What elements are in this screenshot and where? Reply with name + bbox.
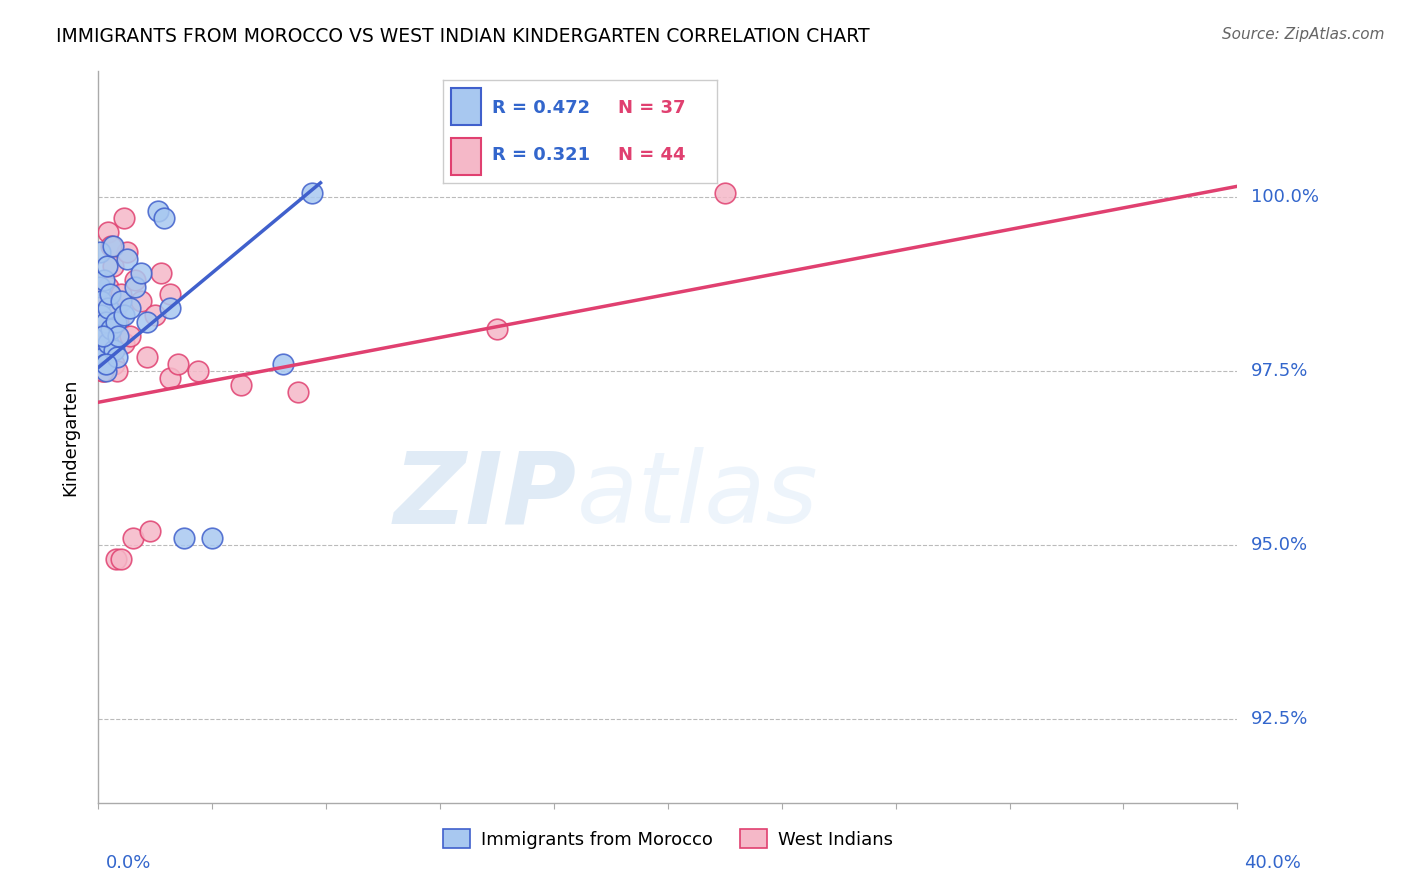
Point xyxy=(112,308,135,322)
Text: atlas: atlas xyxy=(576,447,818,544)
Point xyxy=(201,531,224,545)
Point xyxy=(129,294,152,309)
Bar xyxy=(451,137,481,175)
Point xyxy=(103,343,125,357)
Point xyxy=(93,357,115,371)
Y-axis label: Kindergarten: Kindergarten xyxy=(62,378,80,496)
Point xyxy=(104,315,127,329)
Point xyxy=(104,301,127,316)
Text: 40.0%: 40.0% xyxy=(1244,855,1301,872)
Text: R = 0.472: R = 0.472 xyxy=(492,99,591,117)
Point xyxy=(100,238,122,252)
Point xyxy=(121,531,143,545)
Bar xyxy=(451,88,481,126)
Point xyxy=(94,357,117,371)
Point xyxy=(287,384,309,399)
Point xyxy=(97,336,120,351)
Point xyxy=(112,336,135,351)
Point xyxy=(486,322,509,336)
Point xyxy=(94,315,117,329)
Point xyxy=(107,329,129,343)
Point xyxy=(124,280,146,294)
Legend: Immigrants from Morocco, West Indians: Immigrants from Morocco, West Indians xyxy=(436,822,900,856)
Point xyxy=(118,301,141,316)
Point xyxy=(110,287,132,301)
Point xyxy=(91,364,114,378)
Point xyxy=(96,260,118,274)
Point xyxy=(229,377,252,392)
Point xyxy=(93,336,115,351)
Text: N = 44: N = 44 xyxy=(619,146,686,164)
Point xyxy=(90,308,112,322)
Point xyxy=(89,315,111,329)
Point xyxy=(96,301,118,316)
Point xyxy=(90,357,112,371)
Point xyxy=(91,329,114,343)
Point xyxy=(96,322,118,336)
Point xyxy=(100,343,122,357)
Point xyxy=(145,308,167,322)
Point xyxy=(97,225,120,239)
Text: 92.5%: 92.5% xyxy=(1251,710,1309,728)
Point xyxy=(93,273,115,287)
Point xyxy=(118,329,141,343)
Point xyxy=(159,301,181,316)
Point xyxy=(94,322,117,336)
Point xyxy=(112,211,135,225)
Text: 0.0%: 0.0% xyxy=(105,855,150,872)
Point xyxy=(96,294,118,309)
Point xyxy=(105,364,128,378)
Point xyxy=(115,245,138,260)
Point xyxy=(135,315,157,329)
Text: IMMIGRANTS FROM MOROCCO VS WEST INDIAN KINDERGARTEN CORRELATION CHART: IMMIGRANTS FROM MOROCCO VS WEST INDIAN K… xyxy=(56,27,870,45)
Point xyxy=(97,280,120,294)
Point xyxy=(96,364,118,378)
Point xyxy=(301,186,323,201)
Point xyxy=(103,357,125,371)
Point xyxy=(153,211,176,225)
Text: N = 37: N = 37 xyxy=(619,99,686,117)
Point xyxy=(100,322,122,336)
Point xyxy=(89,245,111,260)
Text: R = 0.321: R = 0.321 xyxy=(492,146,591,164)
Point xyxy=(89,280,111,294)
Point xyxy=(90,329,112,343)
Point xyxy=(98,287,121,301)
Point xyxy=(173,531,195,545)
Point xyxy=(148,203,170,218)
Point xyxy=(129,266,152,280)
Point xyxy=(110,552,132,566)
Point xyxy=(91,364,114,378)
Text: 100.0%: 100.0% xyxy=(1251,187,1319,206)
Point xyxy=(98,308,121,322)
Point xyxy=(93,350,115,364)
Text: 95.0%: 95.0% xyxy=(1251,536,1309,554)
Point xyxy=(135,350,157,364)
Point xyxy=(90,294,112,309)
Point xyxy=(105,350,128,364)
Point xyxy=(101,238,124,252)
Text: Source: ZipAtlas.com: Source: ZipAtlas.com xyxy=(1222,27,1385,42)
Point xyxy=(167,357,190,371)
Point xyxy=(159,371,181,385)
Text: ZIP: ZIP xyxy=(394,447,576,544)
Point xyxy=(150,266,173,280)
Point xyxy=(714,186,737,201)
Point xyxy=(90,343,112,357)
Point xyxy=(101,260,124,274)
Point xyxy=(159,287,181,301)
Point xyxy=(90,343,112,357)
Point xyxy=(115,252,138,267)
Point xyxy=(187,364,209,378)
Point xyxy=(104,552,127,566)
Point xyxy=(94,350,117,364)
Point xyxy=(107,315,129,329)
Point xyxy=(110,294,132,309)
Point xyxy=(124,273,146,287)
Point xyxy=(91,329,114,343)
Text: 97.5%: 97.5% xyxy=(1251,362,1309,380)
Point xyxy=(93,308,115,322)
Point xyxy=(138,524,160,538)
Point xyxy=(273,357,295,371)
